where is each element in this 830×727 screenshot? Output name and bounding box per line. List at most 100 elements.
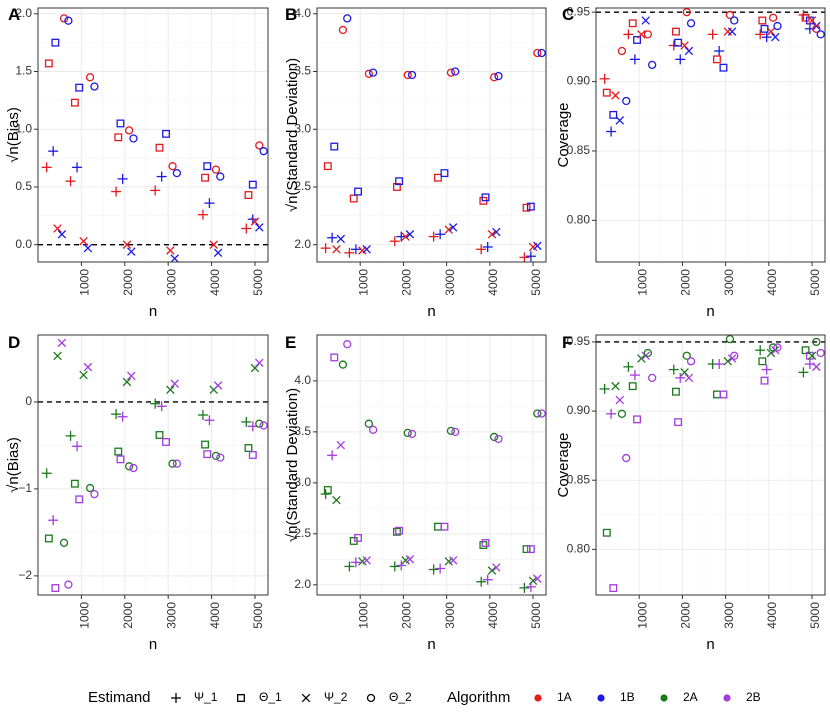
- x-tick-label: 3000: [722, 269, 736, 296]
- panel-frame: [595, 7, 826, 263]
- point-2B-theta2: [816, 348, 825, 358]
- point-1B-theta1: [248, 180, 257, 189]
- point-1A-theta2: [338, 25, 348, 35]
- point-1A-psi1: [150, 185, 161, 196]
- point-2B-psi2: [448, 556, 458, 565]
- x-tick-label: 3000: [722, 602, 736, 629]
- point-2B-theta2: [259, 421, 268, 430]
- point-1B-theta2: [343, 14, 352, 23]
- point-1B-theta2: [451, 67, 460, 76]
- point-2B-theta2: [64, 580, 73, 589]
- point-1A-psi1: [65, 176, 76, 187]
- point-1A-psi2: [611, 91, 620, 100]
- point-2B-psi2: [83, 362, 93, 372]
- point-1B-psi1: [435, 229, 446, 240]
- point-2B-psi1: [48, 515, 59, 526]
- point-2A-psi2: [528, 576, 538, 585]
- point-2B-psi1: [606, 408, 617, 419]
- point-1B-theta1: [805, 16, 814, 25]
- point-2A-psi1: [241, 416, 252, 427]
- legend-key-theta2: [366, 693, 376, 703]
- point-1B-theta2: [494, 71, 503, 81]
- data-points: [41, 14, 268, 263]
- point-2B-theta1: [51, 584, 60, 592]
- point-2A-psi2: [166, 385, 175, 395]
- point-1A-theta1: [713, 55, 721, 64]
- point-1B-theta1: [440, 169, 449, 178]
- y-tick-label: 0.0: [15, 237, 32, 251]
- panel-letter: E: [285, 333, 296, 352]
- point-2A-theta2: [682, 351, 691, 360]
- point-2A-psi1: [428, 564, 439, 575]
- point-2B-theta2: [494, 434, 503, 444]
- point-2B-psi1: [482, 574, 493, 585]
- point-2A-theta1: [602, 528, 611, 537]
- point-1B-psi2: [727, 27, 737, 36]
- point-1A-theta2: [85, 73, 95, 82]
- x-axis-label: n: [427, 636, 435, 653]
- x-tick-label: 5000: [529, 269, 543, 296]
- y-tick-label: 1.0: [15, 121, 32, 135]
- point-2B-psi1: [117, 411, 128, 422]
- x-tick-label: 1000: [356, 602, 370, 629]
- x-tick-label: 2000: [400, 269, 414, 296]
- point-2A-psi1: [476, 576, 487, 587]
- y-tick-label: 3.5: [294, 424, 311, 438]
- y-tick-label: 4.0: [294, 6, 311, 20]
- legend-key-2A: [660, 694, 668, 702]
- point-2B-psi2: [170, 379, 179, 388]
- x-tick-label: 5000: [251, 269, 265, 296]
- point-1B-psi1: [327, 232, 338, 243]
- point-2B-theta2: [407, 429, 417, 439]
- point-1B-theta2: [172, 168, 182, 178]
- point-2B-psi2: [405, 555, 415, 564]
- point-1B-theta2: [686, 19, 696, 28]
- point-2B-psi2: [492, 563, 501, 572]
- point-1A-theta1: [244, 191, 253, 199]
- point-2A-theta2: [403, 428, 412, 438]
- data-points: [599, 8, 825, 137]
- point-1A-theta2: [643, 30, 652, 39]
- point-1B-psi1: [482, 241, 493, 252]
- point-1B-theta1: [609, 110, 618, 119]
- x-tick-label: 2000: [679, 269, 693, 296]
- x-tick-label: 4000: [208, 602, 222, 629]
- point-2B-theta2: [730, 351, 739, 360]
- point-2B-psi2: [127, 371, 136, 381]
- point-2A-theta2: [338, 360, 348, 369]
- point-2B-theta1: [805, 351, 814, 360]
- point-1A-psi2: [79, 236, 88, 246]
- y-axis-label: √n(Bias): [5, 437, 22, 493]
- y-tick-label: −1: [18, 481, 32, 495]
- data-points: [320, 14, 546, 263]
- y-axis-label: √n(Standard Deviation): [284, 388, 301, 542]
- point-1A-theta2: [255, 141, 264, 150]
- point-2B-theta2: [686, 357, 696, 366]
- point-1A-theta2: [168, 162, 177, 171]
- point-1A-psi1: [389, 236, 400, 247]
- x-tick-label: 3000: [443, 269, 457, 296]
- point-1A-psi2: [122, 240, 132, 249]
- point-1B-psi2: [448, 223, 458, 232]
- point-1A-theta1: [44, 59, 53, 68]
- panel-letter: F: [562, 333, 572, 352]
- point-2A-theta1: [201, 440, 210, 449]
- point-1A-psi1: [623, 29, 634, 40]
- x-tick-label: 1000: [635, 602, 649, 629]
- point-2A-theta1: [758, 357, 767, 366]
- point-2A-theta2: [85, 483, 95, 493]
- point-2A-theta1: [628, 382, 637, 391]
- y-tick-label: 1.5: [15, 64, 32, 78]
- point-1A-theta1: [349, 194, 358, 203]
- point-1B-psi2: [83, 243, 93, 253]
- point-1A-theta1: [70, 98, 79, 107]
- point-2A-psi2: [122, 377, 132, 387]
- x-tick-label: 4000: [765, 269, 779, 296]
- point-2B-theta1: [633, 415, 641, 424]
- point-2A-theta2: [725, 334, 735, 344]
- point-1A-theta2: [533, 48, 542, 58]
- point-1B-theta2: [537, 48, 546, 58]
- panel-d: 1000 2000 3000 4000 5000 −2 −1 0 Dn √n(Bias): [5, 333, 269, 653]
- point-1B-psi1: [204, 198, 215, 209]
